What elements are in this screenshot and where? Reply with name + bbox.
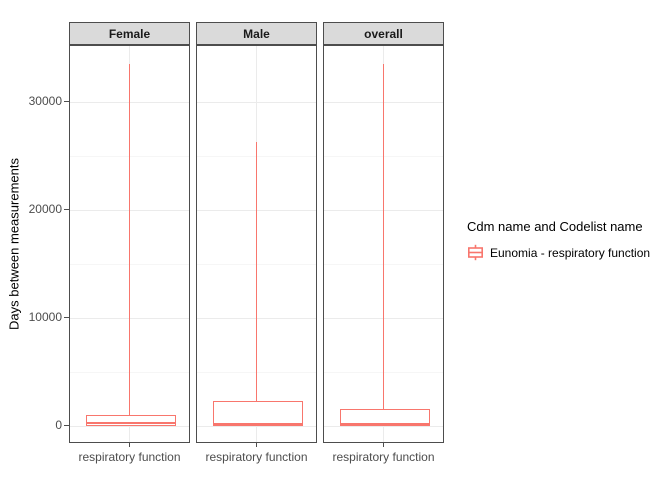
legend-item-label: Eunomia - respiratory function — [490, 245, 651, 260]
upper-whisker — [255, 141, 258, 402]
facet-female: Female respiratory function — [69, 22, 190, 480]
facet-strip-label: Female — [108, 26, 151, 41]
facet-overall: overall respiratory function — [323, 22, 444, 480]
y-tick-mark — [64, 100, 69, 102]
x-axis-label: respiratory function — [78, 450, 181, 464]
facet-strip-label: overall — [364, 26, 403, 41]
y-tick-label: 10000 — [28, 309, 62, 324]
y-tick-label: 0 — [55, 417, 62, 432]
y-tick-mark — [64, 208, 69, 210]
y-axis-title: Days between measurements — [6, 158, 22, 330]
legend-item: Eunomia - respiratory function — [467, 244, 650, 261]
x-tick-mark — [256, 443, 257, 447]
facet-panel — [69, 45, 190, 443]
facet-strip: overall — [323, 22, 444, 45]
boxplot-box — [85, 415, 176, 426]
legend: Cdm name and Codelist name Eunomia - res… — [467, 219, 650, 261]
boxplot-median — [212, 422, 303, 425]
y-tick-mark — [64, 316, 69, 318]
boxplot-box — [339, 409, 430, 426]
y-tick-label: 20000 — [28, 201, 62, 216]
x-axis-label: respiratory function — [205, 450, 308, 464]
boxplot-median — [339, 422, 430, 425]
boxplot-key-icon — [467, 244, 484, 261]
legend-title: Cdm name and Codelist name — [467, 219, 643, 234]
facet-panel — [323, 45, 444, 443]
facet-strip-label: Male — [243, 26, 270, 41]
boxplot-median — [85, 421, 176, 424]
y-tick-label: 30000 — [28, 93, 62, 108]
y-tick-mark — [64, 424, 69, 426]
upper-whisker — [382, 64, 385, 410]
facet-strip: Female — [69, 22, 190, 45]
x-tick-mark — [129, 443, 130, 447]
facet-panel — [196, 45, 317, 443]
x-tick-mark — [383, 443, 384, 447]
facet-strip: Male — [196, 22, 317, 45]
boxplot-box — [212, 401, 303, 426]
x-axis-label: respiratory function — [332, 450, 435, 464]
upper-whisker — [128, 64, 131, 416]
facet-male: Male respiratory function — [196, 22, 317, 480]
